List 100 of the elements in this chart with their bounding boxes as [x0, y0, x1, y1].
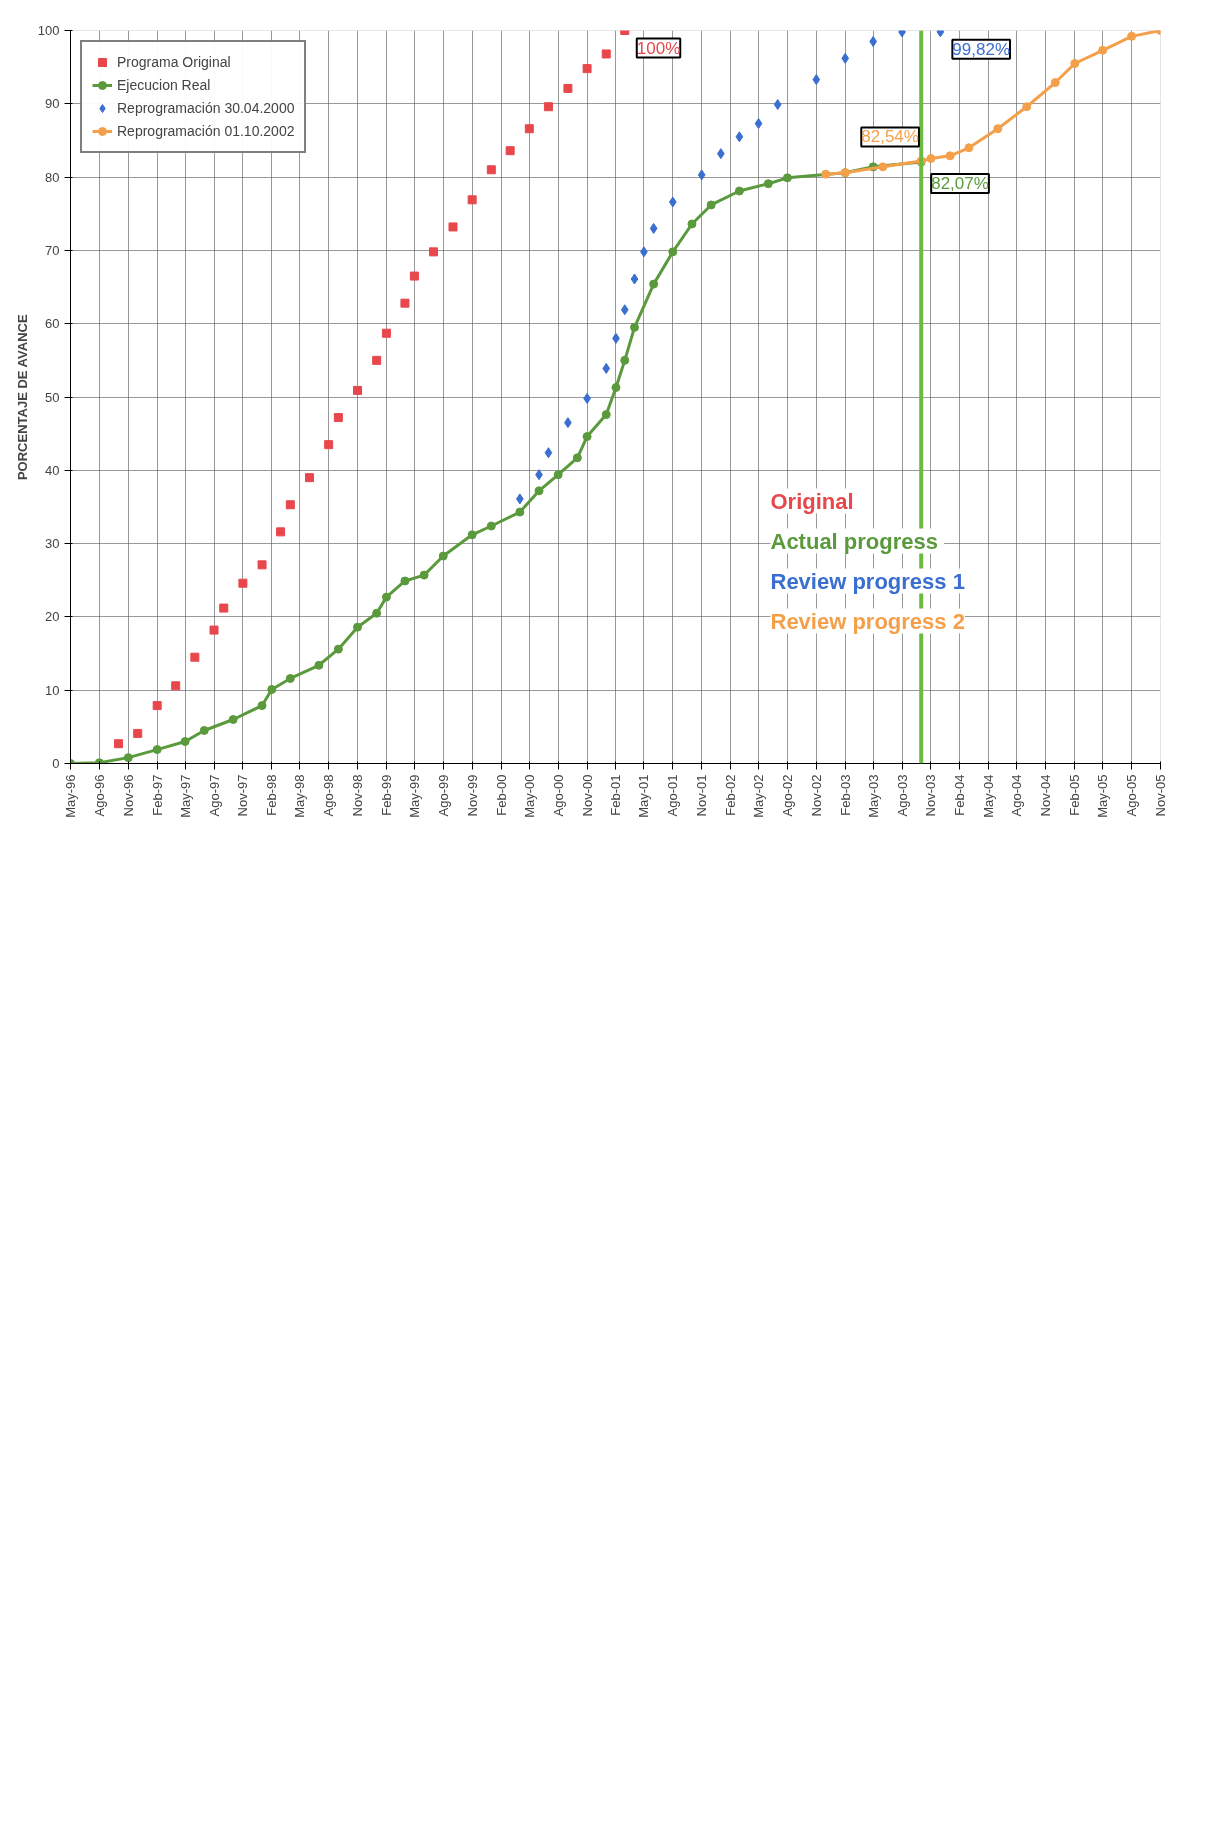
- point: [773, 99, 782, 111]
- y-tick-label: 30: [45, 536, 60, 552]
- point: [438, 551, 448, 561]
- point: [467, 195, 477, 205]
- x-tick-label: May-96: [63, 774, 78, 818]
- x-tick-label: Feb-97: [149, 774, 165, 816]
- point: [257, 701, 267, 711]
- point: [333, 413, 343, 423]
- point: [706, 200, 716, 210]
- point: [697, 169, 706, 181]
- y-tick-label: 10: [45, 682, 60, 698]
- legend-label: Reprogramación 30.04.2000: [117, 100, 295, 116]
- y-tick-label: 80: [45, 169, 60, 185]
- x-tick-label: Nov-00: [579, 774, 595, 817]
- point: [553, 470, 563, 480]
- point: [668, 196, 677, 208]
- y-tick-label: 70: [45, 242, 60, 258]
- point: [602, 362, 611, 374]
- point: [267, 684, 277, 694]
- x-tick-label: May-05: [1095, 774, 1111, 818]
- point: [668, 247, 678, 257]
- point: [630, 273, 639, 285]
- point: [964, 143, 974, 153]
- y-tick-label: 20: [45, 609, 60, 625]
- point: [209, 625, 219, 635]
- x-tick-label: Nov-01: [694, 774, 710, 817]
- x-tick-label: Feb-01: [608, 774, 624, 816]
- x-tick-label: Nov-97: [235, 774, 251, 817]
- point: [353, 385, 363, 395]
- point: [114, 739, 124, 749]
- point: [123, 753, 133, 763]
- point: [199, 726, 209, 736]
- point: [314, 660, 324, 670]
- point: [841, 52, 850, 64]
- legend-label: Reprogramación 01.10.2002: [117, 123, 295, 139]
- x-tick-label: Nov-98: [350, 774, 366, 817]
- point: [419, 570, 429, 580]
- point: [812, 74, 821, 86]
- point: [534, 486, 544, 496]
- annotation: Actual progress: [770, 528, 938, 554]
- point: [372, 355, 382, 365]
- legend-label: Ejecucion Real: [117, 77, 211, 93]
- x-tick-label: Ago-99: [435, 774, 451, 817]
- point: [515, 507, 525, 517]
- point: [1050, 78, 1060, 88]
- point: [1127, 31, 1137, 41]
- point: [152, 745, 162, 755]
- point: [400, 298, 410, 308]
- x-tick-label: Feb-05: [1067, 774, 1083, 816]
- point: [304, 473, 314, 483]
- y-tick-label: 100: [37, 23, 60, 38]
- point: [524, 124, 534, 134]
- point: [878, 162, 888, 172]
- point: [448, 222, 458, 232]
- x-tick-label: Ago-05: [1124, 774, 1140, 817]
- point: [190, 652, 200, 662]
- point: [782, 173, 792, 183]
- x-tick-label: May-03: [865, 774, 881, 818]
- point: [601, 49, 611, 59]
- point: [735, 131, 744, 143]
- point: [926, 153, 936, 163]
- point: [505, 146, 515, 156]
- point: [687, 219, 697, 229]
- point: [582, 432, 592, 442]
- x-tick-label: Feb-02: [723, 774, 739, 816]
- x-tick-label: May-98: [292, 774, 308, 818]
- x-tick-label: Feb-98: [264, 774, 280, 816]
- x-tick-label: Nov-99: [464, 774, 480, 817]
- x-tick-label: Feb-03: [837, 774, 853, 816]
- point: [381, 592, 391, 602]
- x-tick-label: Nov-02: [808, 774, 824, 817]
- x-tick-label: May-97: [177, 774, 193, 818]
- x-tick-label: May-01: [636, 774, 652, 818]
- point: [734, 186, 744, 196]
- x-tick-label: Ago-00: [550, 774, 566, 817]
- y-tick-label: 50: [45, 389, 60, 405]
- point: [400, 576, 410, 586]
- x-tick-label: Nov-04: [1038, 774, 1054, 817]
- point: [219, 603, 229, 613]
- point: [601, 410, 611, 420]
- point: [409, 271, 419, 281]
- annotation: Review progress 2: [770, 608, 965, 634]
- point: [285, 500, 295, 510]
- x-tick-label: May-99: [406, 774, 422, 818]
- point: [620, 304, 629, 316]
- point: [429, 247, 439, 257]
- point: [630, 322, 639, 332]
- point: [620, 355, 630, 365]
- y-tick-label: 40: [45, 462, 60, 478]
- point: [324, 440, 334, 450]
- point: [333, 644, 343, 654]
- point: [821, 169, 831, 179]
- point: [754, 118, 763, 130]
- point: [285, 673, 295, 683]
- legend-label: Programa Original: [117, 54, 231, 70]
- point: [563, 83, 573, 93]
- x-tick-label: Feb-99: [378, 774, 394, 816]
- x-tick-label: Ago-03: [894, 774, 910, 817]
- point: [276, 527, 286, 537]
- y-tick-label: 0: [52, 756, 60, 771]
